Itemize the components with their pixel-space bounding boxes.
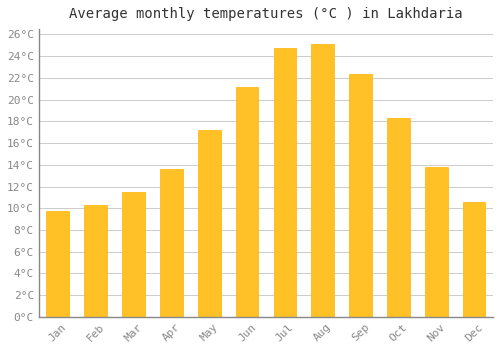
Bar <box>425 167 448 317</box>
Bar <box>236 86 258 317</box>
Bar <box>84 205 107 317</box>
Bar <box>349 74 372 317</box>
Bar <box>122 192 145 317</box>
Bar <box>312 44 334 317</box>
Bar <box>198 130 220 317</box>
Title: Average monthly temperatures (°C ) in Lakhdaria: Average monthly temperatures (°C ) in La… <box>69 7 462 21</box>
Bar <box>463 202 485 317</box>
Bar <box>46 211 69 317</box>
Bar <box>160 169 182 317</box>
Bar <box>387 118 410 317</box>
Bar <box>274 48 296 317</box>
